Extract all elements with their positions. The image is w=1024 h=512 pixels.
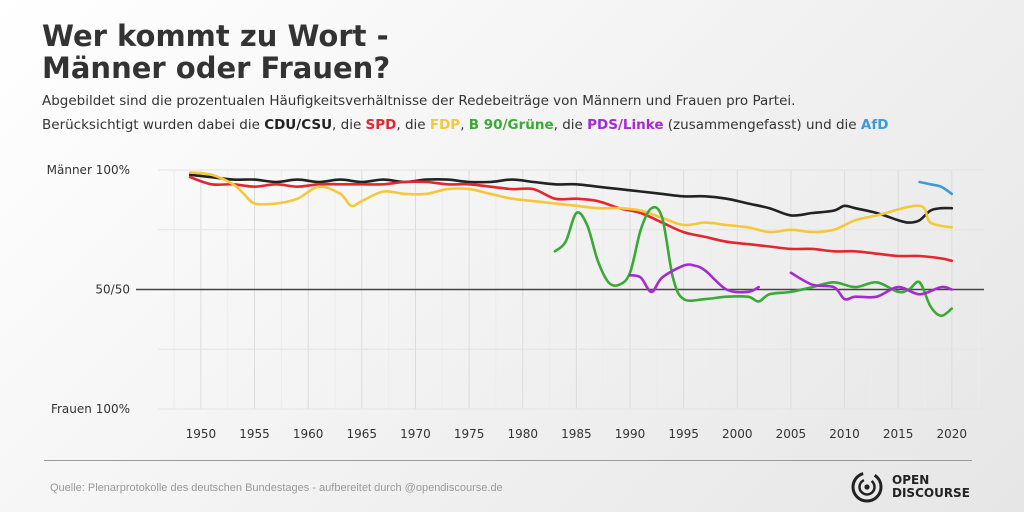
footer-divider bbox=[44, 460, 972, 461]
logo-line-1: OPEN bbox=[892, 473, 930, 487]
logo-line-2: DISCOURSE bbox=[892, 486, 970, 500]
x-tick-label: 1950 bbox=[186, 427, 217, 441]
party-label-gruene: B 90/Grüne bbox=[468, 117, 554, 133]
series-line-pds-linke bbox=[789, 271, 954, 301]
subtitle-sep: , bbox=[460, 117, 469, 133]
series-line-afd bbox=[918, 180, 954, 196]
x-tick-label: 1970 bbox=[400, 427, 431, 441]
x-tick-label: 1995 bbox=[668, 427, 699, 441]
x-tick-label: 1955 bbox=[239, 427, 270, 441]
chart-subtitle: Abgebildet sind die prozentualen Häufigk… bbox=[42, 89, 888, 137]
party-label-fdp: FDP bbox=[429, 117, 461, 133]
x-tick-label: 2005 bbox=[776, 427, 807, 441]
series-line-b-90-gr-ne bbox=[553, 205, 954, 318]
party-label-afd: AfD bbox=[860, 117, 889, 133]
source-note: Quelle: Plenarprotokolle des deutschen B… bbox=[50, 482, 503, 494]
subtitle-sep: , die bbox=[332, 117, 366, 133]
x-tick-label: 1985 bbox=[561, 427, 592, 441]
x-tick-label: 1960 bbox=[293, 427, 324, 441]
x-tick-label: 2015 bbox=[883, 427, 914, 441]
x-tick-label: 2000 bbox=[722, 427, 753, 441]
party-label-cdu: CDU/CSU bbox=[264, 117, 333, 133]
subtitle-sep: (zusammengefasst) und die bbox=[663, 117, 861, 133]
subtitle-line-1: Abgebildet sind die prozentualen Häufigk… bbox=[42, 93, 796, 109]
title-line-1: Wer kommt zu Wort - bbox=[42, 19, 389, 53]
party-label-linke: PDS/Linke bbox=[587, 117, 664, 133]
title-line-2: Männer oder Frauen? bbox=[42, 51, 391, 85]
series-line-spd bbox=[188, 175, 954, 263]
series-line-fdp bbox=[188, 171, 954, 234]
y-tick-label: Männer 100% bbox=[47, 163, 130, 177]
party-label-spd: SPD bbox=[365, 117, 397, 133]
x-tick-label: 2020 bbox=[937, 427, 968, 441]
x-tick-label: 1975 bbox=[454, 427, 485, 441]
x-tick-label: 2010 bbox=[829, 427, 860, 441]
logo-text: OPEN DISCOURSE bbox=[892, 474, 970, 500]
x-tick-label: 1990 bbox=[615, 427, 646, 441]
open-discourse-logo: OPEN DISCOURSE bbox=[850, 470, 970, 504]
x-tick-label: 1980 bbox=[507, 427, 538, 441]
y-tick-label: Frauen 100% bbox=[51, 402, 130, 416]
line-chart: Männer 100% 50/50 Frauen 100% 1950 1955 1960… bbox=[47, 163, 984, 441]
series-layer bbox=[188, 171, 954, 318]
open-discourse-logo-icon bbox=[851, 471, 883, 503]
series-line-pds-linke bbox=[628, 263, 760, 294]
x-tick-label: 1965 bbox=[347, 427, 378, 441]
y-tick-label: 50/50 bbox=[95, 283, 130, 297]
series-line-cdu-csu bbox=[188, 173, 954, 224]
subtitle-sep: , die bbox=[553, 117, 588, 133]
y-axis: Männer 100% 50/50 Frauen 100% bbox=[47, 163, 130, 416]
subtitle-lead: Berücksichtigt wurden dabei die bbox=[42, 117, 265, 133]
chart-title: Wer kommt zu Wort - Männer oder Frauen? bbox=[42, 20, 390, 84]
x-axis: 1950 1955 1960 1965 1970 1975 1980 1985 1990 1995… bbox=[186, 427, 967, 441]
subtitle-sep: , die bbox=[396, 117, 430, 133]
